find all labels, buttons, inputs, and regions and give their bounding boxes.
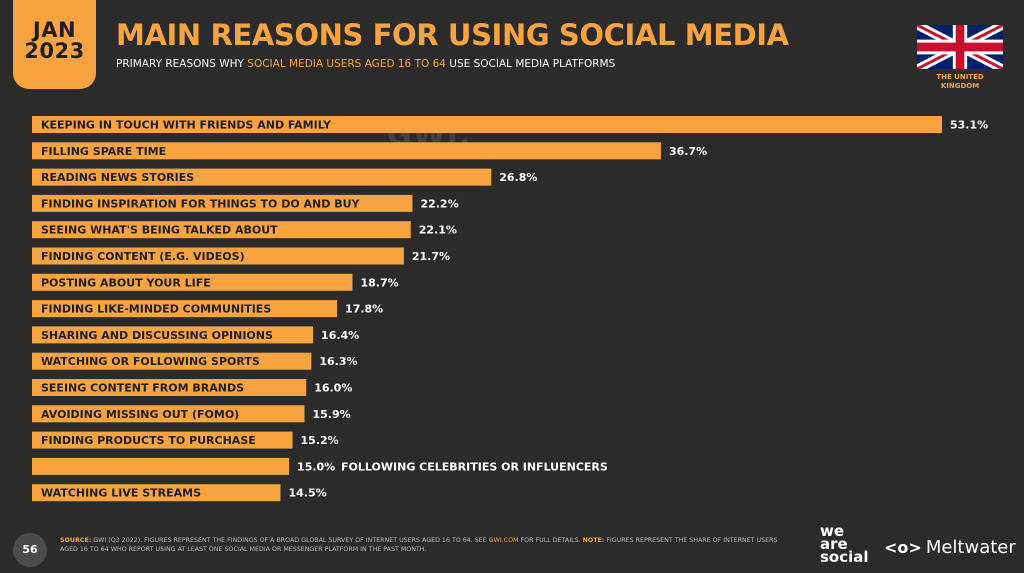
category-label: SHARING AND DISCUSSING OPINIONS: [41, 329, 273, 342]
bar: [32, 194, 413, 212]
category-label: WATCHING OR FOLLOWING SPORTS: [41, 355, 260, 368]
category-label: READING NEWS STORIES: [41, 171, 194, 184]
value-label: 17.8%: [345, 303, 383, 316]
value-label: 22.1%: [419, 224, 457, 237]
meltwater-logo: <o> Meltwater: [884, 537, 1016, 558]
country-line2: KINGDOM: [940, 82, 980, 90]
subtitle-highlight: SOCIAL MEDIA USERS AGED 16 TO 64: [247, 58, 446, 70]
bar: [32, 247, 404, 265]
bar: [32, 221, 411, 239]
bar: [32, 168, 492, 186]
page-title: MAIN REASONS FOR USING SOCIAL MEDIA: [116, 18, 789, 52]
value-label: 15.2%: [300, 434, 338, 447]
meltwater-icon: <o>: [884, 538, 922, 557]
value-label: 16.4%: [321, 329, 359, 342]
date-month: JAN: [32, 18, 77, 42]
uk-flag-icon: [917, 25, 1003, 69]
brand1-line1: we: [820, 522, 845, 540]
bar: [32, 457, 290, 475]
source-text2: FOR FULL DETAILS.: [518, 537, 583, 544]
note-label: NOTE:: [582, 537, 605, 544]
category-label: SEEING WHAT'S BEING TALKED ABOUT: [41, 224, 278, 237]
bar: [32, 142, 661, 160]
bar: [32, 352, 312, 370]
source-note: SOURCE: GWI (Q3 2022). FIGURES REPRESENT…: [60, 536, 790, 554]
value-label: 15.0%: [297, 460, 335, 473]
source-text: GWI (Q3 2022). FIGURES REPRESENT THE FIN…: [91, 537, 489, 544]
value-label: 21.7%: [412, 250, 450, 263]
category-label: KEEPING IN TOUCH WITH FRIENDS AND FAMILY: [41, 119, 332, 132]
brand1-line2: are: [820, 535, 848, 553]
value-label: 53.1%: [950, 119, 988, 132]
category-label: AVOIDING MISSING OUT (FOMO): [41, 408, 239, 421]
bar: [32, 405, 305, 423]
bar: [32, 273, 353, 291]
date-year: 2023: [24, 39, 85, 63]
note-text: FIGURES REPRESENT THE SHARE OF INTERNET …: [60, 537, 778, 553]
value-label: 16.0%: [314, 382, 352, 395]
country-line1: THE UNITED: [936, 73, 984, 81]
bar: [32, 484, 281, 502]
we-are-social-logo: we are social: [820, 522, 869, 566]
value-label: 22.2%: [420, 197, 458, 210]
category-label: FILLING SPARE TIME: [41, 145, 166, 158]
value-label: 18.7%: [360, 276, 398, 289]
brand1-line3: social: [820, 548, 869, 566]
meltwater-wordmark: Meltwater: [925, 537, 1016, 558]
category-label: POSTING ABOUT YOUR LIFE: [41, 276, 211, 289]
category-label: WATCHING LIVE STREAMS: [41, 487, 201, 500]
value-label: 14.5%: [288, 487, 326, 500]
category-label: FOLLOWING CELEBRITIES OR INFLUENCERS: [341, 460, 608, 473]
country-label: THE UNITED KINGDOM: [930, 73, 990, 91]
bar: [32, 326, 314, 344]
category-label: FINDING PRODUCTS TO PURCHASE: [41, 434, 256, 447]
bar: [32, 116, 942, 133]
subtitle-pre: PRIMARY REASONS WHY: [116, 58, 248, 70]
value-label: 16.3%: [319, 355, 357, 368]
value-label: 15.9%: [312, 408, 350, 421]
page-number: 56: [13, 533, 47, 567]
subtitle-post: USE SOCIAL MEDIA PLATFORMS: [445, 58, 616, 70]
page-subtitle: PRIMARY REASONS WHY SOCIAL MEDIA USERS A…: [116, 58, 615, 70]
value-label: 26.8%: [499, 171, 537, 184]
category-label: FINDING INSPIRATION FOR THINGS TO DO AND…: [41, 197, 361, 210]
category-label: FINDING CONTENT (E.G. VIDEOS): [41, 250, 245, 263]
source-link[interactable]: GWI.COM: [488, 537, 519, 544]
category-label: FINDING LIKE-MINDED COMMUNITIES: [41, 303, 271, 316]
source-label: SOURCE:: [60, 537, 92, 544]
category-label: SEEING CONTENT FROM BRANDS: [41, 382, 244, 395]
date-badge: JAN 2023: [13, 0, 96, 89]
value-label: 36.7%: [669, 145, 707, 158]
bar: [32, 431, 293, 449]
bar: [32, 300, 338, 318]
bar: [32, 379, 307, 396]
